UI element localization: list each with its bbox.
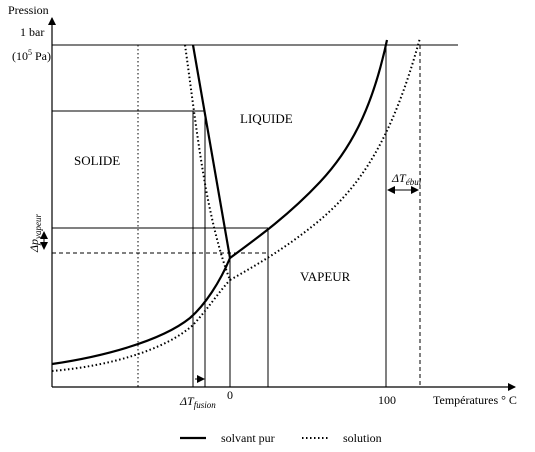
region-liquid: LIQUIDE <box>240 111 293 126</box>
legend-solution-label: solution <box>343 431 382 445</box>
y-axis-title: Pression <box>8 3 49 17</box>
x-axis-title: Températures ° C <box>433 393 517 407</box>
x-tick-zero: 0 <box>227 388 233 402</box>
legend-pure-label: solvant pur <box>221 431 275 445</box>
region-solid: SOLIDE <box>74 153 120 168</box>
y-tick-1bar: 1 bar <box>20 25 44 39</box>
solution-fusion-curve <box>184 44 231 281</box>
pure-vaporization-curve <box>229 39 389 259</box>
pure-sublimation-curve <box>51 257 232 366</box>
delta-p-label: Δpvapeur <box>27 213 43 253</box>
y-tick-pascal: (105 Pa) <box>12 48 51 63</box>
solution-sublimation-curve <box>51 279 231 372</box>
solution-vaporization-curve <box>229 37 421 281</box>
region-vapor: VAPEUR <box>300 269 351 284</box>
delta-t-fusion-label: ΔTfusion <box>179 394 216 410</box>
pure-fusion-curve <box>191 44 232 259</box>
delta-t-ebul-label: ΔTébul <box>391 171 422 187</box>
x-tick-hundred: 100 <box>378 393 396 407</box>
